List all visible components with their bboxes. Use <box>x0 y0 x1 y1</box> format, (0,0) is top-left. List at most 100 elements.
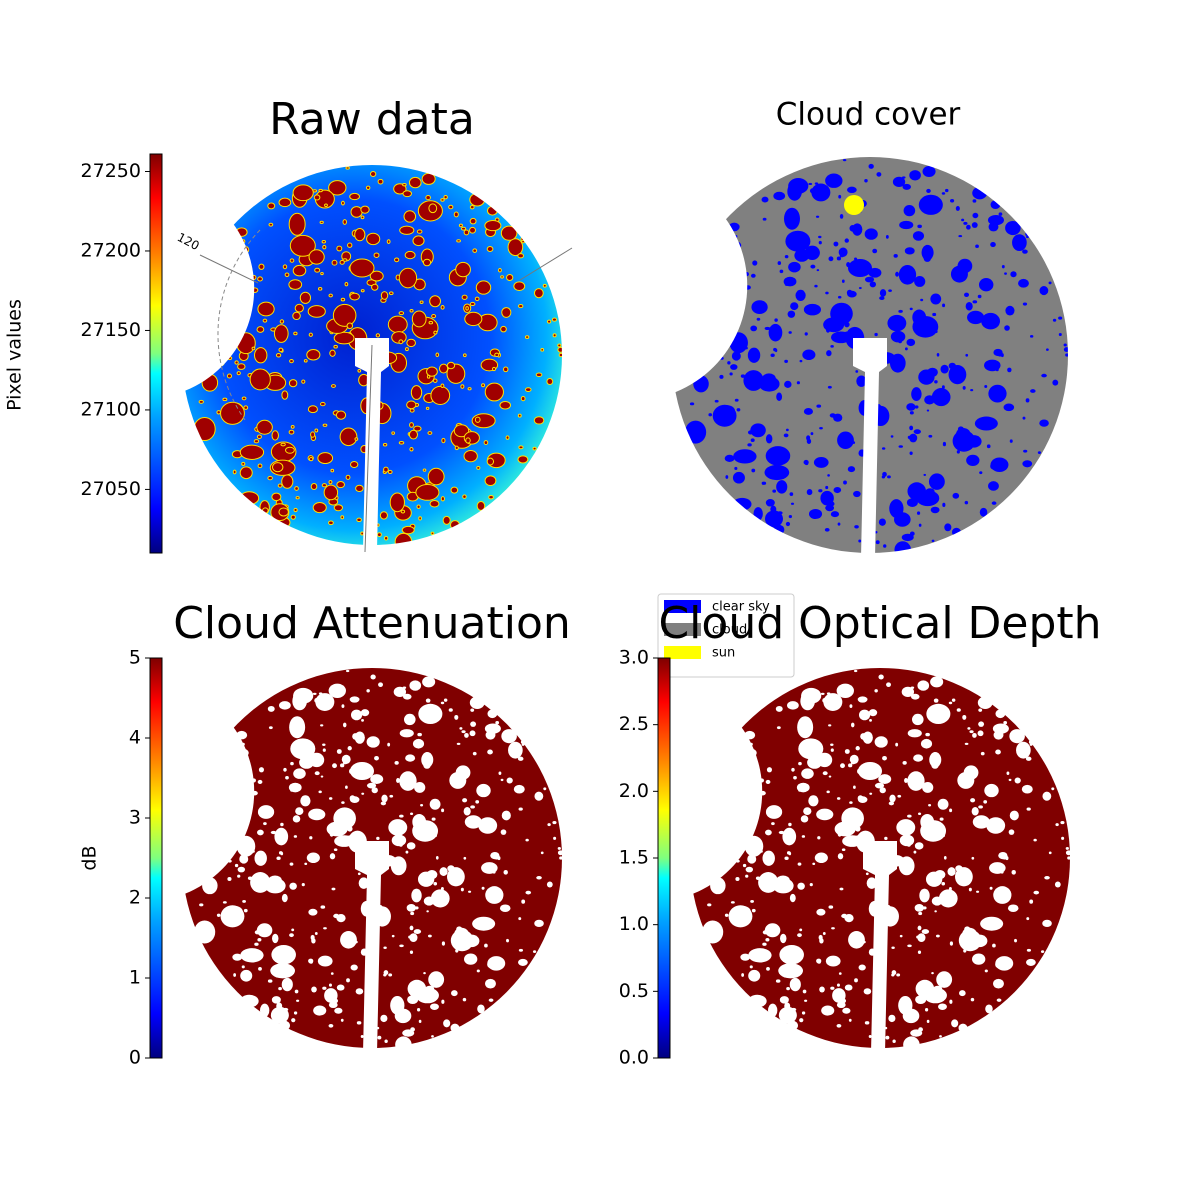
cloud-gap <box>760 850 763 853</box>
cloud-gap <box>336 749 342 754</box>
cloud-gap <box>328 180 347 196</box>
cloud-gap <box>398 311 405 316</box>
cloud-gap <box>375 333 381 338</box>
cloud-gap <box>784 207 800 230</box>
cloud-gap <box>429 798 441 810</box>
cloud-gap <box>333 331 355 345</box>
cloud-gap <box>727 361 731 365</box>
cloud-gap <box>858 539 862 543</box>
cloud-gap <box>864 1021 870 1025</box>
cloud-gap <box>534 919 544 928</box>
cloud-gap <box>844 914 854 923</box>
cloud-gap <box>828 905 834 909</box>
cloud-gap <box>309 836 313 840</box>
cloud-gap <box>711 241 715 245</box>
cloud-gap <box>801 835 806 838</box>
cloud-gap <box>428 320 434 325</box>
cloud-gap <box>427 878 430 882</box>
cloud-gap <box>271 462 284 473</box>
colorbar-tick-label: 4 <box>129 727 141 749</box>
cloud-gap <box>878 674 884 680</box>
cloud-gap <box>979 471 983 475</box>
cloud-gap <box>944 188 949 193</box>
cloud-gap <box>774 318 778 322</box>
cloud-gap <box>240 969 253 982</box>
cloud-gap <box>199 903 204 907</box>
cloud-gap <box>842 835 862 847</box>
cloud-gap <box>281 893 288 903</box>
cloud-gap <box>719 374 724 379</box>
cloud-gap <box>955 865 963 872</box>
cloud-gap <box>430 385 451 405</box>
cloud-gap <box>409 308 414 313</box>
cloud-gap <box>995 368 999 372</box>
cloud-gap <box>220 318 241 332</box>
cloud-gap <box>383 535 389 541</box>
cloud-gap <box>902 183 912 190</box>
cloud-gap <box>901 533 914 542</box>
cloud-gap <box>984 385 988 389</box>
polar-spoke <box>199 254 259 284</box>
cloud-gap <box>779 933 787 944</box>
cloud-gap <box>817 836 821 840</box>
cloud-gap <box>409 950 414 955</box>
cloud-gap <box>214 356 225 367</box>
cloud-gap <box>322 423 328 427</box>
cloud-gap <box>373 252 380 258</box>
cloud-gap <box>806 489 813 496</box>
cloud-gap <box>748 994 767 1008</box>
cloud-gap <box>961 218 965 222</box>
cloud-gap <box>324 988 338 1003</box>
cloud-gap <box>817 960 821 964</box>
cloud-gap <box>311 986 317 993</box>
cloud-gap <box>1028 740 1032 744</box>
cloud-gap <box>773 347 777 352</box>
cloud-gap <box>765 499 775 507</box>
cloud-gap <box>503 869 508 875</box>
cloud-gap <box>906 498 918 507</box>
cloud-gap <box>776 392 783 401</box>
cloud-gap <box>307 305 326 318</box>
cloud-gap <box>308 908 318 916</box>
cloud-gap <box>472 751 477 756</box>
cloud-gap <box>193 416 216 442</box>
cloud-gap <box>205 259 211 265</box>
cloud-gap <box>331 259 338 266</box>
cloud-gap <box>293 331 298 336</box>
cloud-gap <box>830 748 834 752</box>
cloud-gap <box>1033 890 1040 895</box>
cloud-gap <box>1021 784 1033 794</box>
cloud-gap <box>499 904 511 913</box>
cloud-gap <box>347 746 352 751</box>
colorbar-tick-label: 27100 <box>81 398 141 420</box>
cloud-gap <box>738 287 742 292</box>
cloud-gap <box>411 310 427 328</box>
cloud-gap <box>262 318 268 323</box>
cloud-gap <box>744 835 764 857</box>
cloud-gap <box>469 696 485 709</box>
cloud-gap <box>917 925 922 931</box>
cloud-gap <box>441 437 446 444</box>
cloud-gap <box>909 425 914 431</box>
cloud-gap <box>1048 851 1052 855</box>
cloud-gap <box>838 247 848 257</box>
cloud-gap <box>1048 281 1052 285</box>
cloud-gap <box>220 787 226 794</box>
cloud-gap <box>776 726 781 730</box>
cloud-gap <box>862 731 873 744</box>
cloud-gap <box>806 435 811 441</box>
cloud-gap <box>418 1019 422 1023</box>
cloud-gap <box>501 307 512 318</box>
cloud-gap <box>245 290 249 295</box>
cloud-gap <box>841 848 846 852</box>
cloud-gap <box>820 692 825 695</box>
cloud-gap <box>950 199 955 203</box>
cloud-gap <box>1022 249 1028 254</box>
cloud-gap <box>931 762 939 769</box>
cloud-gap <box>891 946 895 950</box>
cloud-gap <box>361 718 364 722</box>
colorbar <box>149 657 163 1059</box>
cloud-gap <box>425 195 431 201</box>
cloud-gap <box>552 333 557 338</box>
